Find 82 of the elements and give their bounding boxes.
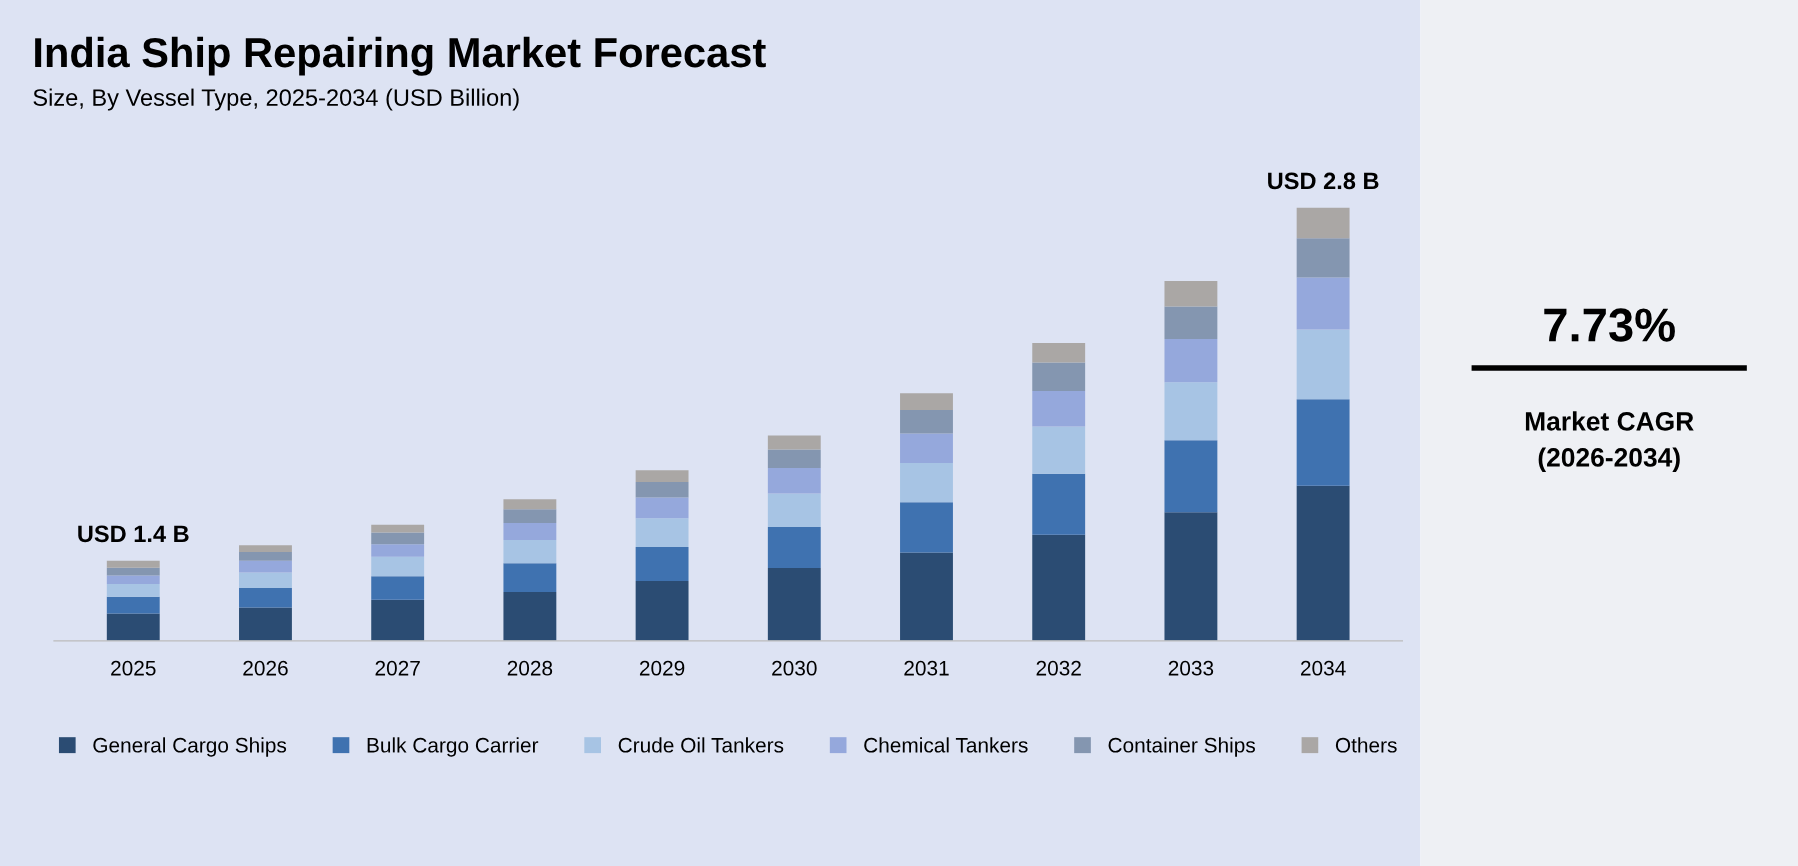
bar: [1164, 306, 1218, 340]
text: Market CAGR (2026-2034): [1525, 411, 1694, 472]
bar: [371, 532, 425, 545]
bar: [900, 410, 953, 434]
bar: [106, 584, 160, 597]
bar: [1296, 399, 1350, 486]
bar: [503, 563, 557, 592]
bar: [900, 462, 953, 503]
legend-label: Bulk Cargo Carrier: [367, 737, 539, 757]
bar: [239, 588, 292, 608]
bar: [900, 552, 953, 641]
x-tick-label: 2032: [1036, 660, 1081, 676]
bar: [503, 591, 557, 641]
x-tick-label: 2031: [904, 660, 949, 676]
bar: [1164, 440, 1218, 513]
bar: [767, 435, 821, 450]
bar: [635, 546, 689, 582]
bar: [767, 568, 821, 641]
bar: [1032, 391, 1086, 427]
legend-label: General Cargo Ships: [93, 737, 287, 757]
bar: [1164, 382, 1218, 441]
x-tick-label: 2033: [1168, 660, 1214, 676]
text: 7.73%: [1544, 308, 1675, 342]
bar: [371, 556, 425, 577]
bar: [371, 544, 425, 557]
bar: [1296, 238, 1350, 278]
bar: [503, 509, 557, 524]
bar: [767, 526, 821, 569]
bar: [106, 567, 160, 576]
bar: [1032, 426, 1086, 474]
bar: [900, 433, 953, 463]
bar: [503, 523, 557, 540]
bar: [239, 560, 292, 573]
x-tick-label: 2025: [111, 660, 156, 676]
bar: [371, 599, 425, 641]
bar: [635, 518, 689, 547]
x-tick-label: 2026: [243, 660, 288, 676]
legend-label: Crude Oil Tankers: [618, 737, 784, 753]
bar: [239, 545, 292, 553]
bar: [1296, 329, 1350, 400]
bar: [635, 470, 689, 482]
annotation: USD 2.8 B: [1268, 172, 1379, 190]
legend-label: Others: [1335, 737, 1397, 753]
bar: [503, 499, 557, 510]
bar: [106, 596, 160, 614]
bar: [1296, 277, 1350, 330]
bar: [1164, 281, 1218, 307]
bar: [635, 581, 689, 641]
bar: [239, 552, 292, 561]
bar: [1296, 207, 1350, 239]
bar: [635, 481, 689, 498]
bar: [767, 449, 821, 469]
bar: [1032, 342, 1086, 363]
x-tick-label: 2028: [507, 660, 553, 676]
bar: [503, 539, 557, 564]
bar: [371, 524, 425, 533]
bar: [767, 468, 821, 494]
bar: [635, 497, 689, 519]
chart-title: India Ship Repairing Market Forecast: [35, 36, 766, 76]
chart-subtitle: Size, By Vessel Type, 2025-2034 (USD Billion): [33, 88, 519, 111]
bar: [900, 393, 953, 411]
legend-label: Chemical Tankers: [864, 737, 1028, 753]
bar: [1164, 512, 1218, 641]
bar: [239, 607, 292, 641]
bar: [1032, 534, 1086, 641]
bar: [239, 572, 292, 589]
bar: [1164, 339, 1218, 383]
bar: [1296, 485, 1350, 641]
x-tick-label: 2034: [1300, 660, 1346, 676]
legend-label: Container Ships: [1108, 737, 1255, 757]
x-tick-label: 2030: [772, 660, 817, 676]
bar: [1032, 362, 1086, 391]
bar: [900, 502, 953, 553]
bar: [1032, 473, 1086, 535]
bar: [106, 613, 160, 641]
x-tick-label: 2029: [639, 660, 685, 676]
bar: [767, 493, 821, 527]
bar: [371, 576, 425, 600]
x-tick-label: 2027: [375, 660, 420, 676]
annotation: USD 1.4 B: [78, 525, 189, 543]
bar: [106, 560, 160, 568]
bar: [106, 575, 160, 585]
